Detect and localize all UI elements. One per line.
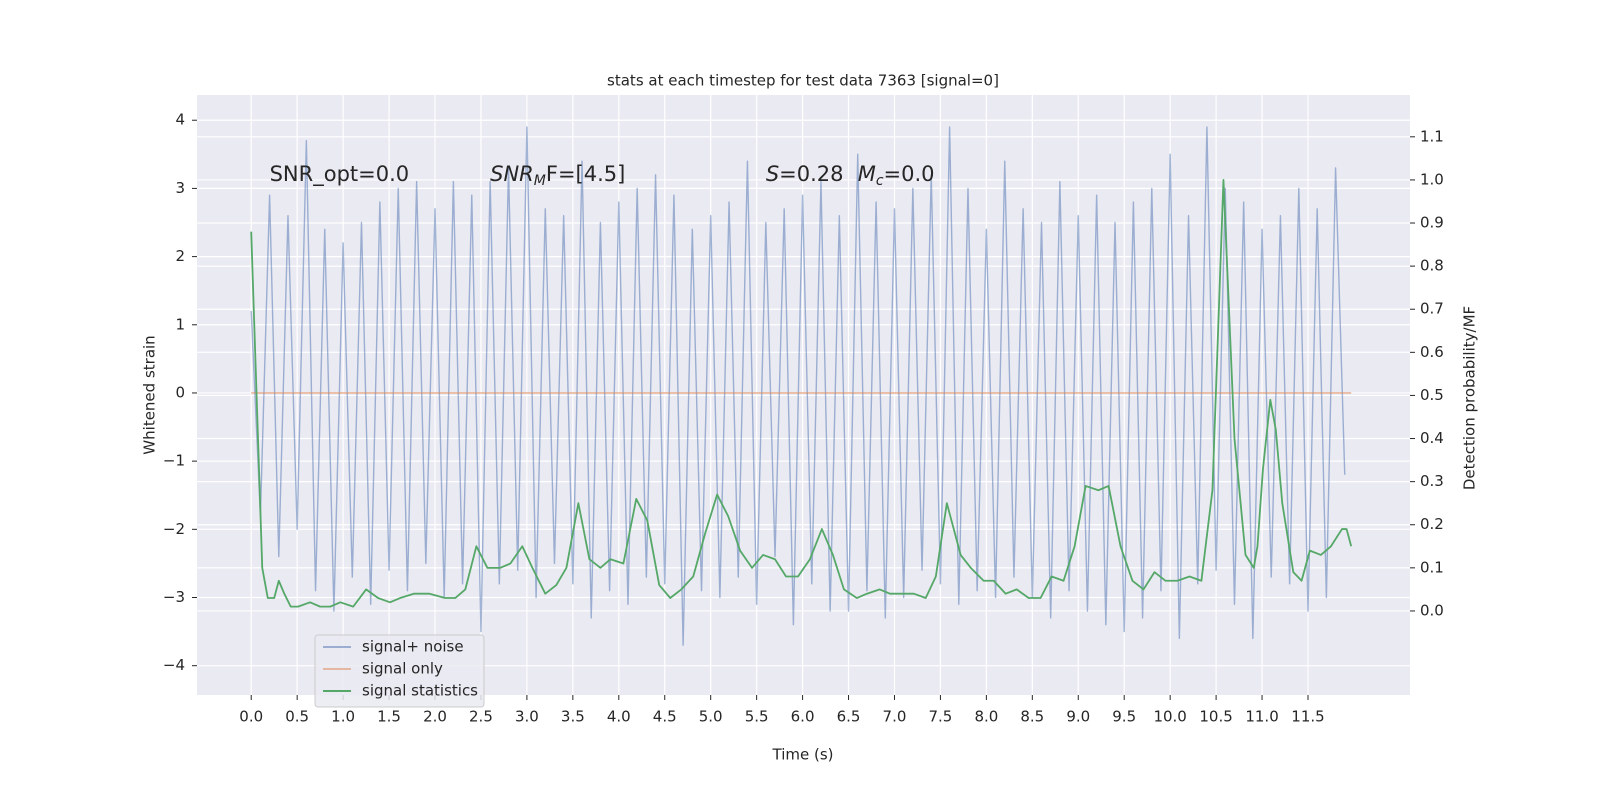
y2-tick-label: 0.2 bbox=[1420, 515, 1444, 533]
x-tick-label: 4.0 bbox=[607, 708, 631, 726]
y2-tick-label: 0.6 bbox=[1420, 343, 1444, 361]
x-tick-label: 3.0 bbox=[515, 708, 539, 726]
y-tick-label: −4 bbox=[163, 656, 185, 674]
y2-axis-label: Detection probability/MF bbox=[1461, 306, 1479, 490]
y2-tick-label: 0.5 bbox=[1420, 386, 1444, 404]
y-tick-label: 1 bbox=[175, 315, 185, 333]
y2-tick-label: 0.7 bbox=[1420, 300, 1444, 318]
y-tick-label: −1 bbox=[163, 452, 185, 470]
y2-tick-label: 0.8 bbox=[1420, 257, 1444, 275]
legend: signal+ noise signal only signal statistic… bbox=[314, 634, 485, 708]
annotation: SNRMF=[4.5] bbox=[490, 162, 625, 189]
x-tick-label: 2.0 bbox=[423, 708, 447, 726]
x-tick-label: 6.0 bbox=[791, 708, 815, 726]
x-tick-label: 3.5 bbox=[561, 708, 585, 726]
x-tick-label: 9.5 bbox=[1112, 708, 1136, 726]
x-axis-label: Time (s) bbox=[772, 746, 834, 764]
x-tick-label: 11.5 bbox=[1291, 708, 1324, 726]
x-tick-label: 5.0 bbox=[699, 708, 723, 726]
chart-title: stats at each timestep for test data 736… bbox=[607, 72, 999, 90]
y2-tick-label: 0.9 bbox=[1420, 214, 1444, 232]
legend-label: signal+ noise bbox=[362, 638, 464, 656]
y-tick-label: 3 bbox=[175, 179, 185, 197]
annotation: SNR_opt=0.0 bbox=[270, 162, 410, 187]
x-tick-label: 4.5 bbox=[653, 708, 677, 726]
y-tick-label: 2 bbox=[175, 247, 185, 265]
x-tick-label: 1.5 bbox=[377, 708, 401, 726]
y-axis-label: Whitened strain bbox=[141, 335, 159, 454]
x-tick-label: 2.5 bbox=[469, 708, 493, 726]
y2-tick-label: 0.1 bbox=[1420, 558, 1444, 576]
series-line bbox=[250, 126, 1346, 646]
legend-box bbox=[314, 634, 485, 708]
x-tick-label: 5.5 bbox=[745, 708, 769, 726]
x-tick-label: 11.0 bbox=[1245, 708, 1278, 726]
x-tick-label: 8.5 bbox=[1020, 708, 1044, 726]
x-tick-label: 8.0 bbox=[974, 708, 998, 726]
y-tick-label: 4 bbox=[175, 111, 185, 129]
annotation-base: SNR_opt=0.0 bbox=[270, 162, 410, 187]
x-tick-label: 0.5 bbox=[285, 708, 309, 726]
x-tick-label: 10.0 bbox=[1153, 708, 1186, 726]
legend-label: signal statistics bbox=[362, 682, 478, 700]
annotation-base: S bbox=[766, 162, 779, 186]
y2-tick-label: 0.0 bbox=[1420, 601, 1444, 619]
annotation-base: M bbox=[858, 162, 876, 186]
y2-tick-label: 1.0 bbox=[1420, 170, 1444, 188]
y-tick-label: 0 bbox=[175, 383, 185, 401]
y2-tick-label: 0.4 bbox=[1420, 429, 1444, 447]
annotation-rest: =0.0 bbox=[884, 162, 935, 186]
annotation: Mc=0.0 bbox=[858, 162, 935, 189]
annotation-sub: c bbox=[876, 173, 884, 189]
x-tick-label: 6.5 bbox=[837, 708, 861, 726]
y2-tick-label: 0.3 bbox=[1420, 472, 1444, 490]
x-tick-label: 7.5 bbox=[928, 708, 952, 726]
series-line bbox=[250, 179, 1353, 608]
annotation-rest: =0.28 bbox=[779, 162, 843, 186]
y-tick-label: −2 bbox=[163, 520, 185, 538]
annotation-base: SNR bbox=[490, 162, 534, 186]
x-tick-label: 7.0 bbox=[883, 708, 907, 726]
y-tick-label: −3 bbox=[163, 588, 185, 606]
x-tick-label: 9.0 bbox=[1066, 708, 1090, 726]
x-tick-label: 10.5 bbox=[1199, 708, 1232, 726]
legend-label: signal only bbox=[362, 660, 443, 678]
annotation: S=0.28 bbox=[766, 162, 844, 186]
annotation-sub: M bbox=[534, 173, 546, 189]
annotation-rest: F=[4.5] bbox=[546, 162, 625, 186]
y2-tick-label: 1.1 bbox=[1420, 127, 1444, 145]
x-tick-label: 0.0 bbox=[239, 708, 263, 726]
x-tick-label: 1.0 bbox=[331, 708, 355, 726]
